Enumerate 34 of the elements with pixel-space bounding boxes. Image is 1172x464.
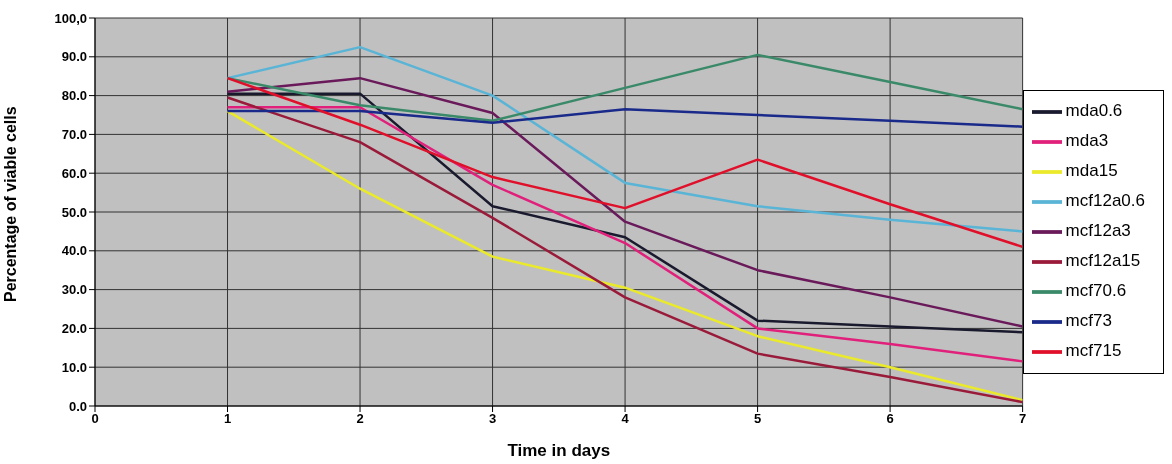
legend-label: mcf73 xyxy=(1065,311,1112,331)
y-tick-label: 80.0 xyxy=(61,88,87,104)
y-tick-label: 70.0 xyxy=(61,127,87,143)
legend-label: mda0.6 xyxy=(1065,101,1123,121)
y-tick-label: 0.0 xyxy=(68,398,87,414)
y-tick-label: 20.0 xyxy=(61,321,87,337)
x-tick-label: 4 xyxy=(621,411,630,427)
legend-label: mcf12a0.6 xyxy=(1065,191,1145,211)
legend-label: mcf12a3 xyxy=(1065,221,1131,241)
line-series xyxy=(226,45,1023,233)
x-tick-label: 7 xyxy=(1018,411,1027,427)
legend-label: mcf715 xyxy=(1065,341,1122,361)
line-series xyxy=(226,107,1023,128)
x-tick-label: 3 xyxy=(488,411,497,427)
y-tick-label: 40.0 xyxy=(61,243,87,259)
y-tick-label: 100,0 xyxy=(54,10,87,26)
y-tick-label: 60.0 xyxy=(61,165,87,181)
legend-label: mcf12a15 xyxy=(1065,251,1141,271)
x-tick-label: 5 xyxy=(753,411,762,427)
y-tick-label: 10.0 xyxy=(61,359,87,375)
line-series xyxy=(226,76,1023,249)
x-tick-label: 0 xyxy=(91,411,99,427)
legend-label: mda15 xyxy=(1065,161,1118,181)
y-tick-label: 50.0 xyxy=(61,204,87,220)
x-tick-label: 6 xyxy=(886,411,894,427)
legend-label: mcf70.6 xyxy=(1065,281,1127,301)
y-tick-label: 30.0 xyxy=(61,282,87,298)
legend-label: mda3 xyxy=(1065,131,1109,151)
x-tick-label: 1 xyxy=(223,411,232,427)
x-axis-title: Time in days xyxy=(507,441,611,460)
line-series xyxy=(226,53,1023,123)
x-tick-label: 2 xyxy=(356,411,364,427)
y-axis-title: Percentage of viable cells xyxy=(1,106,19,302)
y-tick-label: 90.0 xyxy=(61,49,87,65)
